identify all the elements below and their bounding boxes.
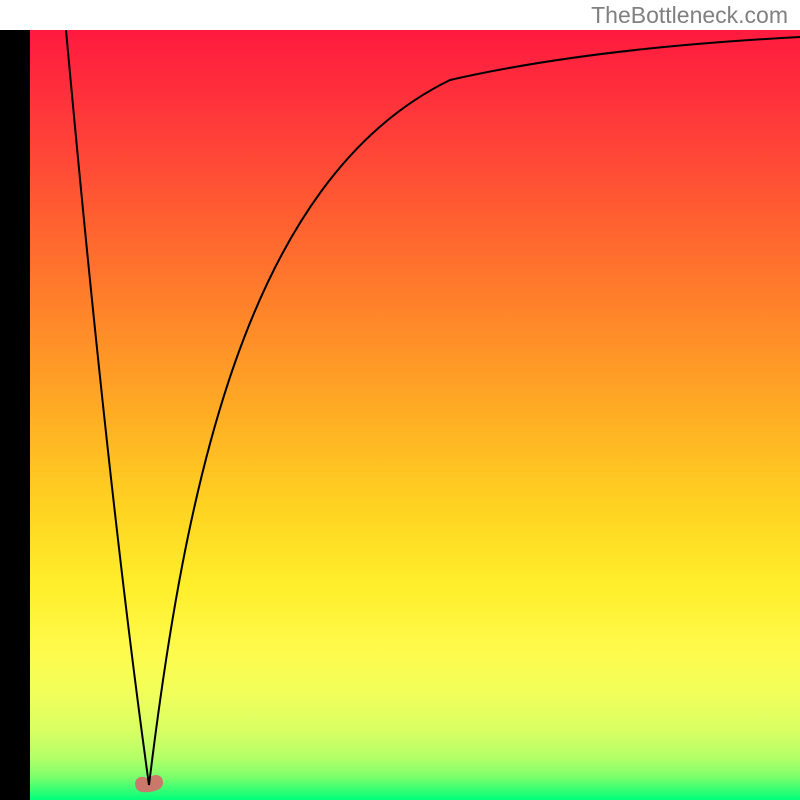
bottleneck-chart [30, 30, 800, 800]
watermark-bar: TheBottleneck.com [0, 0, 800, 30]
watermark-text: TheBottleneck.com [591, 2, 788, 29]
plot-area [30, 30, 800, 800]
bottleneck-curve [66, 30, 800, 785]
outer-frame: TheBottleneck.com [0, 0, 800, 800]
